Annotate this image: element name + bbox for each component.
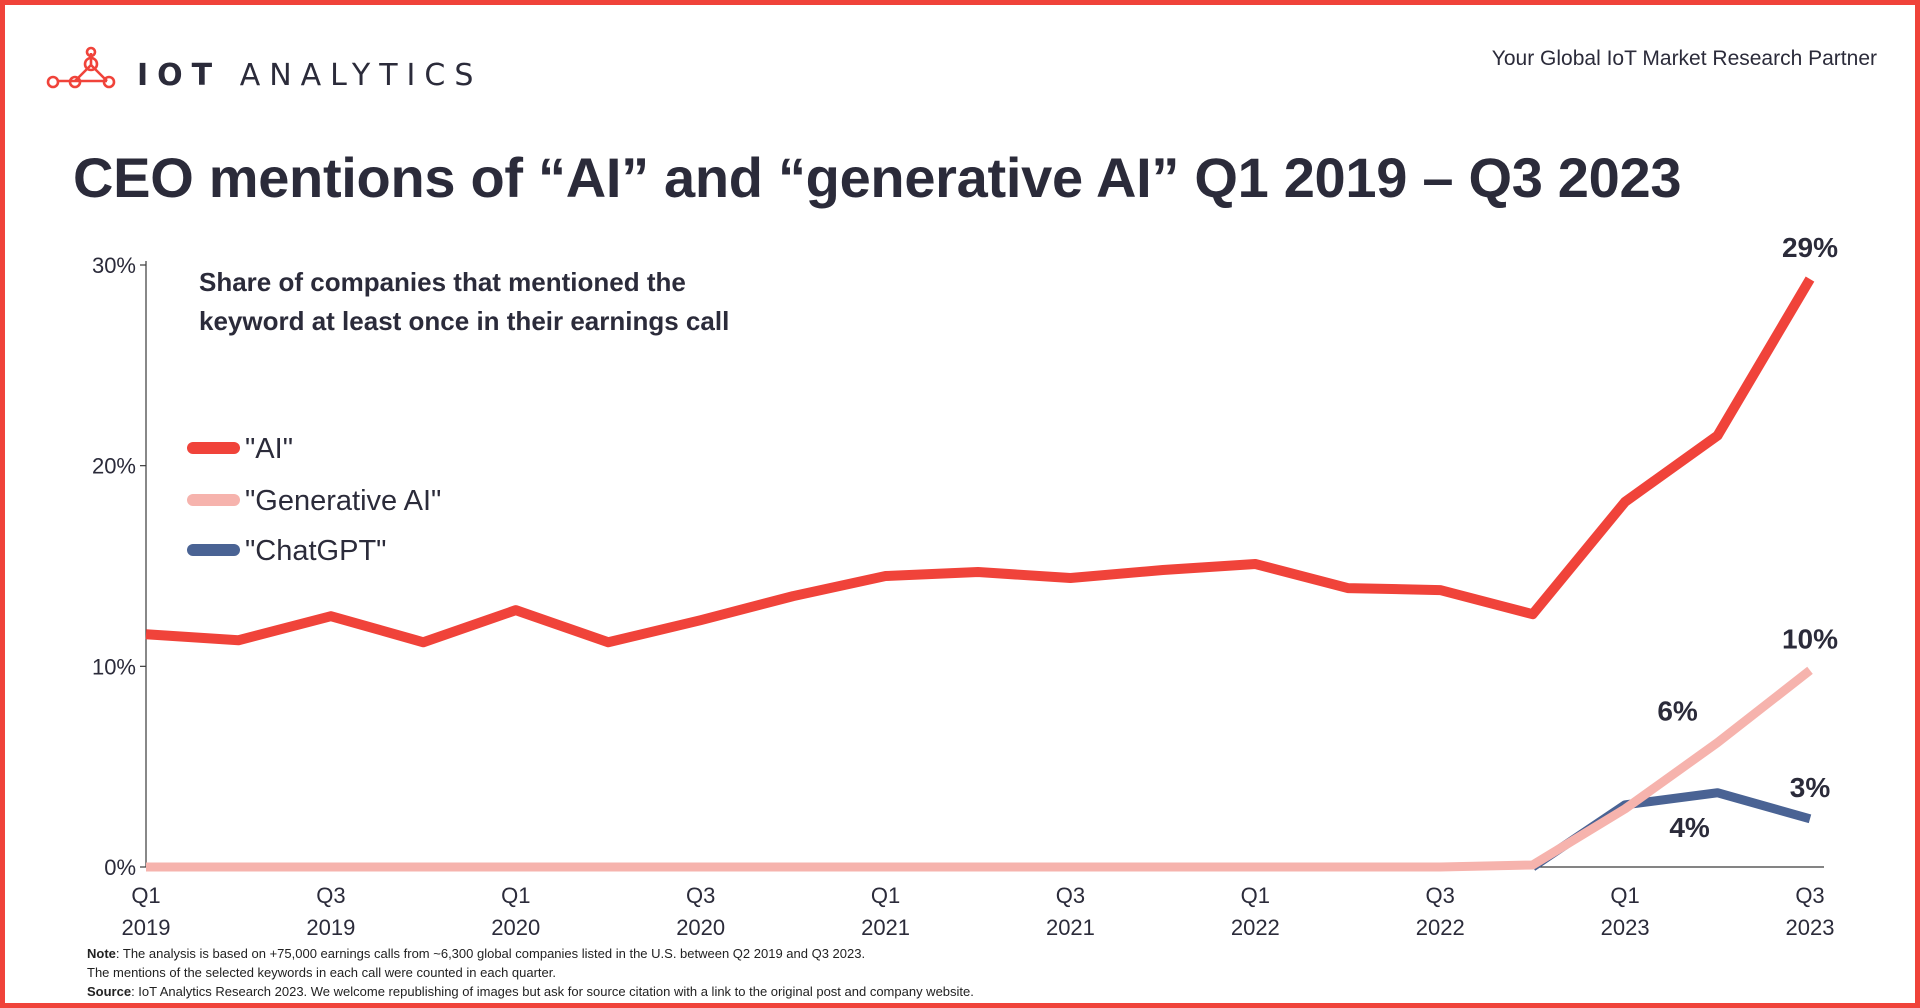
data-label: 29%: [1782, 235, 1838, 263]
chart-subtitle-line: Share of companies that mentioned the: [199, 267, 686, 297]
x-tick-label: Q3: [1795, 883, 1824, 908]
brand-name-part2: ANALYTICS: [239, 57, 483, 93]
x-tick-label: 2020: [676, 915, 725, 940]
x-tick-label: Q3: [316, 883, 345, 908]
x-tick-label: 2022: [1416, 915, 1465, 940]
footnotes: Note: The analysis is based on +75,000 e…: [87, 944, 974, 1001]
legend-item-chatgpt-label: "ChatGPT": [245, 535, 386, 567]
data-label: 4%: [1669, 812, 1710, 843]
series-line-generative-ai: [146, 666, 1813, 872]
y-tick-label: 0%: [104, 855, 136, 880]
data-label: 6%: [1657, 696, 1698, 727]
x-tick-label: 2023: [1601, 915, 1650, 940]
source-label: Source: [87, 984, 132, 999]
network-nodes-icon: [46, 46, 116, 89]
source-text: : IoT Analytics Research 2023. We welcom…: [131, 984, 974, 999]
x-tick-label: Q1: [1241, 883, 1270, 908]
x-tick-label: 2019: [306, 915, 355, 940]
x-tick-label: 2021: [861, 915, 910, 940]
legend-item-ai-label: "AI": [245, 433, 293, 465]
note-line-2: The mentions of the selected keywords in…: [87, 965, 556, 980]
x-tick-label: 2019: [122, 915, 171, 940]
tagline: Your Global IoT Market Research Partner: [1491, 47, 1877, 70]
source-line: Source: IoT Analytics Research 2023. We …: [87, 982, 974, 1001]
note-label: Note: [87, 946, 116, 961]
x-tick-label: 2023: [1786, 915, 1835, 940]
note-text: : The analysis is based on +75,000 earni…: [115, 946, 866, 961]
y-tick-label: 30%: [92, 253, 136, 278]
line-chart: 0% 10% 20% 30% Q1 2019 Q3 2019 Q1 2020 Q3 2020 Q1 202…: [92, 235, 1838, 940]
data-label: 3%: [1790, 772, 1831, 803]
x-tick-label: Q3: [1056, 883, 1085, 908]
x-tick-label: Q1: [1610, 883, 1639, 908]
brand-name-part1: IOT: [137, 57, 222, 93]
x-tick-label: 2022: [1231, 915, 1280, 940]
x-tick-label: Q3: [1426, 883, 1455, 908]
x-tick-label: Q1: [871, 883, 900, 908]
x-tick-label: Q1: [131, 883, 160, 908]
legend-item-generative-ai-label: "Generative AI": [245, 485, 441, 517]
x-tick-label: Q3: [686, 883, 715, 908]
brand-name: IOT ANALYTICS: [137, 58, 482, 93]
data-label: 10%: [1782, 623, 1838, 654]
brand-logo: IOT ANALYTICS: [43, 45, 482, 105]
note-line-1: Note: The analysis is based on +75,000 e…: [87, 944, 974, 963]
y-tick-label: 20%: [92, 454, 136, 479]
x-tick-label: Q1: [501, 883, 530, 908]
chart-subtitle-line: keyword at least once in their earnings …: [199, 306, 729, 336]
y-tick-label: 10%: [92, 654, 136, 679]
x-tick-label: 2021: [1046, 915, 1095, 940]
series-line-ai: [145, 276, 1815, 648]
x-tick-label: 2020: [491, 915, 540, 940]
chart-title: CEO mentions of “AI” and “generative AI”…: [73, 146, 1682, 209]
